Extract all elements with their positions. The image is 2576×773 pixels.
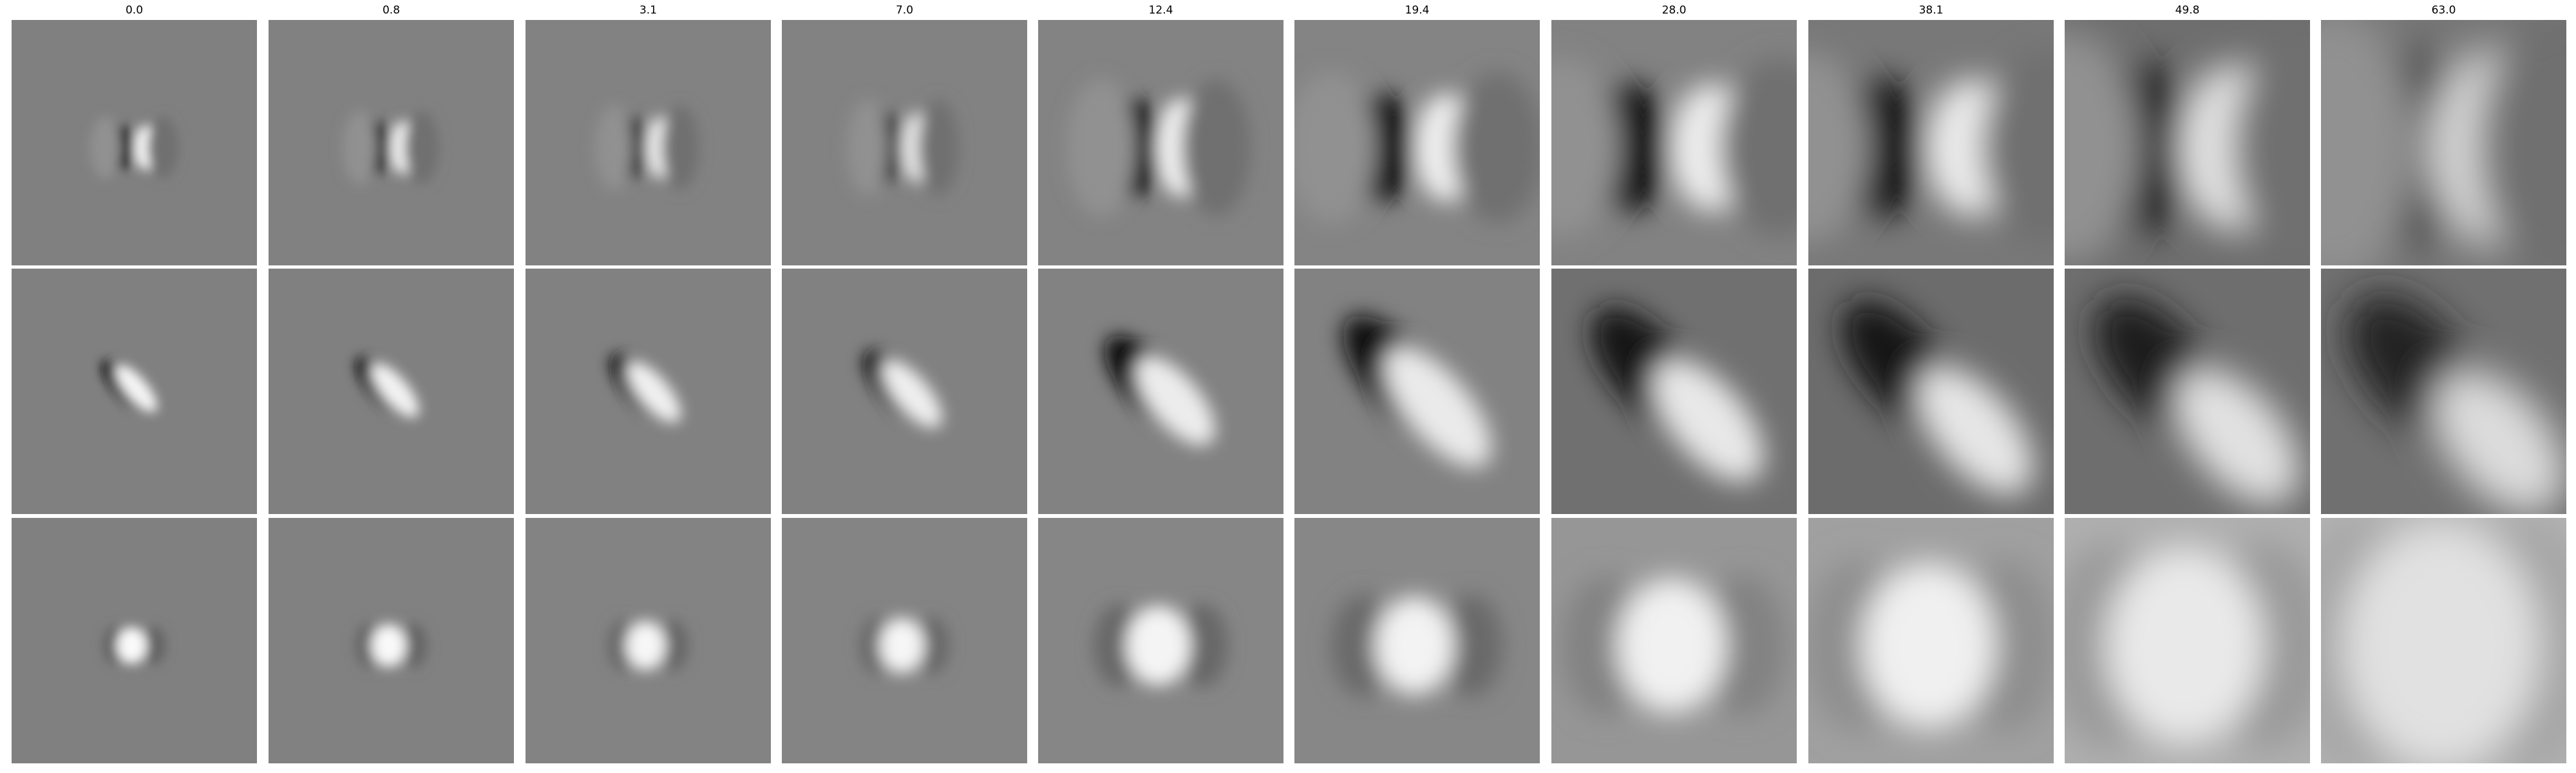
filter-panel [1038,269,1283,514]
column-title: 0.8 [382,4,401,17]
filter-panel [2065,269,2310,514]
column-title: 7.0 [895,4,914,17]
filter-panel [1038,20,1283,265]
filter-panel [1551,269,1797,514]
column-title: 63.0 [2431,4,2456,17]
filter-panel [782,20,1027,265]
filter-panel [269,518,514,763]
filter-panel [526,20,771,265]
filter-panel [2321,269,2566,514]
filter-panel [782,518,1027,763]
filter-panel [526,518,771,763]
filter-panel [2065,518,2310,763]
filter-panel [1808,518,2054,763]
filter-panel [1551,20,1797,265]
filter-panel [1294,518,1540,763]
filter-panel [1038,518,1283,763]
column-title: 38.1 [1918,4,1944,17]
column-title: 19.4 [1405,4,1430,17]
column-title: 49.8 [2175,4,2200,17]
filter-panel [1808,20,2054,265]
filter-panel [12,518,257,763]
filter-panel [1294,20,1540,265]
filter-panel [1551,518,1797,763]
filter-panel [526,269,771,514]
filter-panel [2321,20,2566,265]
filter-panel [269,269,514,514]
filter-panel [1294,269,1540,514]
filter-panel [782,269,1027,514]
column-title: 0.0 [125,4,144,17]
column-title: 12.4 [1148,4,1173,17]
filter-panel [1808,269,2054,514]
filter-panel [12,20,257,265]
filter-panel [12,269,257,514]
filter-panel [2065,20,2310,265]
filter-panel [269,20,514,265]
column-title: 28.0 [1662,4,1687,17]
column-title: 3.1 [639,4,658,17]
filter-panel [2321,518,2566,763]
